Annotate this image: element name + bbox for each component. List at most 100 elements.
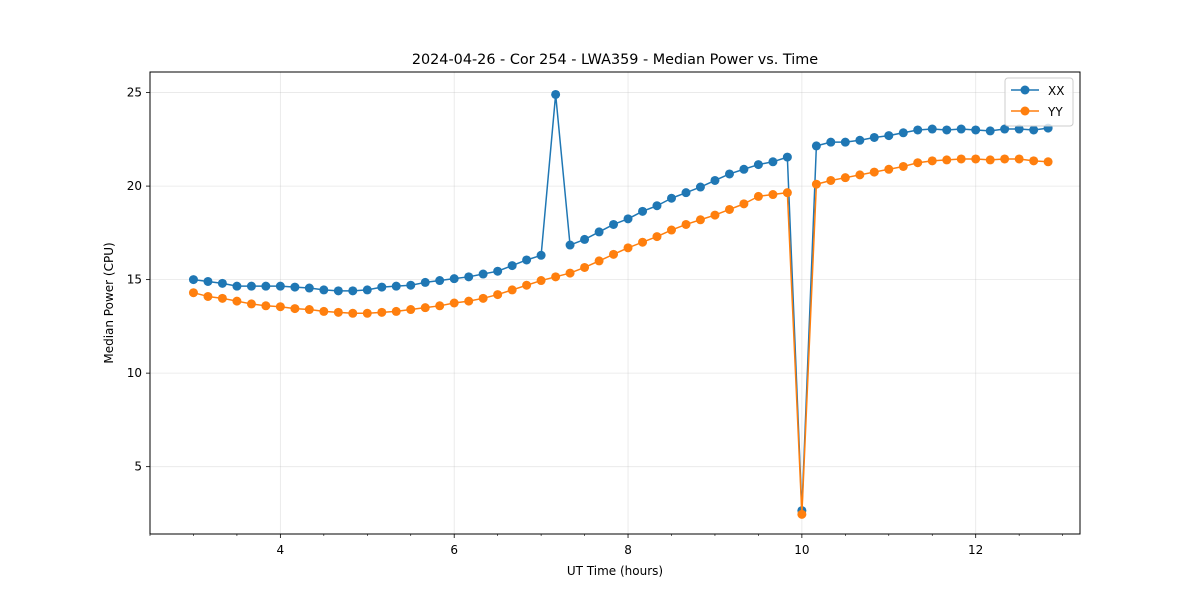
data-point-yy — [1043, 157, 1053, 167]
axes: 4 6 8 10 12 5 10 15 20 25 — [127, 86, 1063, 557]
data-point-yy — [232, 296, 242, 306]
data-point-yy — [956, 154, 966, 164]
data-point-yy — [638, 237, 648, 247]
x-tick-label: 4 — [277, 543, 285, 557]
data-point-yy — [536, 276, 546, 286]
data-point-yy — [623, 243, 633, 253]
data-point-xx — [551, 89, 561, 99]
data-point-xx — [406, 280, 416, 290]
data-point-yy — [203, 291, 213, 301]
data-point-xx — [739, 164, 749, 174]
data-point-yy — [377, 307, 387, 317]
data-point-yy — [884, 164, 894, 174]
data-point-yy — [246, 299, 256, 309]
data-point-yy — [435, 301, 445, 311]
data-point-yy — [695, 215, 705, 225]
data-point-yy — [811, 179, 821, 189]
data-point-xx — [811, 141, 821, 151]
data-point-xx — [724, 169, 734, 179]
x-axis-label: UT Time (hours) — [567, 564, 663, 578]
data-point-xx — [985, 126, 995, 136]
data-point-yy — [768, 190, 778, 200]
data-point-yy — [840, 173, 850, 183]
data-point-xx — [913, 125, 923, 135]
data-point-xx — [565, 240, 575, 250]
data-point-yy — [188, 288, 198, 298]
data-point-yy — [753, 191, 763, 201]
data-point-yy — [464, 296, 474, 306]
data-point-yy — [333, 307, 343, 317]
data-point-xx — [884, 131, 894, 141]
data-point-yy — [1014, 154, 1024, 164]
data-point-xx — [522, 255, 532, 265]
data-point-xx — [927, 124, 937, 134]
data-point-xx — [319, 285, 329, 295]
data-point-yy — [782, 188, 792, 198]
data-point-yy — [594, 256, 604, 266]
data-point-xx — [580, 234, 590, 244]
data-point-xx — [1029, 125, 1039, 135]
data-point-yy — [710, 210, 720, 220]
legend-marker-xx — [1020, 85, 1030, 95]
data-point-xx — [304, 283, 314, 293]
y-axis-label: Median Power (CPU) — [102, 242, 116, 363]
data-point-xx — [464, 272, 474, 282]
data-point-xx — [768, 157, 778, 167]
data-point-xx — [348, 286, 358, 296]
data-point-xx — [782, 152, 792, 162]
data-point-xx — [435, 276, 445, 286]
data-point-xx — [840, 137, 850, 147]
data-point-xx — [855, 135, 865, 145]
y-tick-label: 5 — [134, 460, 142, 474]
data-point-xx — [362, 285, 372, 295]
data-point-xx — [594, 227, 604, 237]
data-point-yy — [652, 232, 662, 242]
legend-label-xx: XX — [1048, 84, 1064, 98]
data-point-yy — [217, 293, 227, 303]
data-point-yy — [290, 304, 300, 314]
data-point-yy — [275, 302, 285, 312]
plot-frame — [149, 71, 1081, 535]
data-point-xx — [695, 182, 705, 192]
data-point-xx — [391, 281, 401, 291]
data-point-yy — [869, 167, 879, 177]
data-point-yy — [261, 301, 271, 311]
series-layer — [188, 89, 1053, 519]
data-point-yy — [609, 249, 619, 259]
data-point-yy — [522, 280, 532, 290]
data-point-xx — [652, 201, 662, 211]
data-point-yy — [478, 293, 488, 303]
data-point-yy — [406, 305, 416, 315]
data-point-yy — [855, 170, 865, 180]
data-point-yy — [319, 306, 329, 316]
data-point-yy — [304, 305, 314, 315]
data-point-xx — [638, 206, 648, 216]
data-point-yy — [681, 219, 691, 229]
data-point-yy — [507, 285, 517, 295]
data-point-xx — [898, 128, 908, 138]
x-tick-label: 8 — [624, 543, 632, 557]
data-point-xx — [420, 277, 430, 287]
data-point-yy — [565, 268, 575, 278]
data-point-yy — [898, 161, 908, 171]
chart-title: 2024-04-26 - Cor 254 - LWA359 - Median P… — [412, 52, 818, 68]
y-tick-label: 20 — [127, 179, 142, 193]
data-point-xx — [188, 275, 198, 285]
y-tick-label: 15 — [127, 273, 142, 287]
data-point-yy — [971, 154, 981, 164]
data-point-xx — [246, 281, 256, 291]
data-point-xx — [609, 219, 619, 229]
data-point-yy — [493, 290, 503, 300]
data-point-xx — [261, 281, 271, 291]
data-point-xx — [232, 281, 242, 291]
data-point-yy — [1029, 156, 1039, 166]
data-point-yy — [927, 156, 937, 166]
x-tick-label: 12 — [968, 543, 983, 557]
data-point-yy — [420, 303, 430, 313]
data-point-xx — [507, 261, 517, 271]
data-point-xx — [971, 125, 981, 135]
data-point-xx — [710, 175, 720, 185]
data-point-xx — [942, 125, 952, 135]
